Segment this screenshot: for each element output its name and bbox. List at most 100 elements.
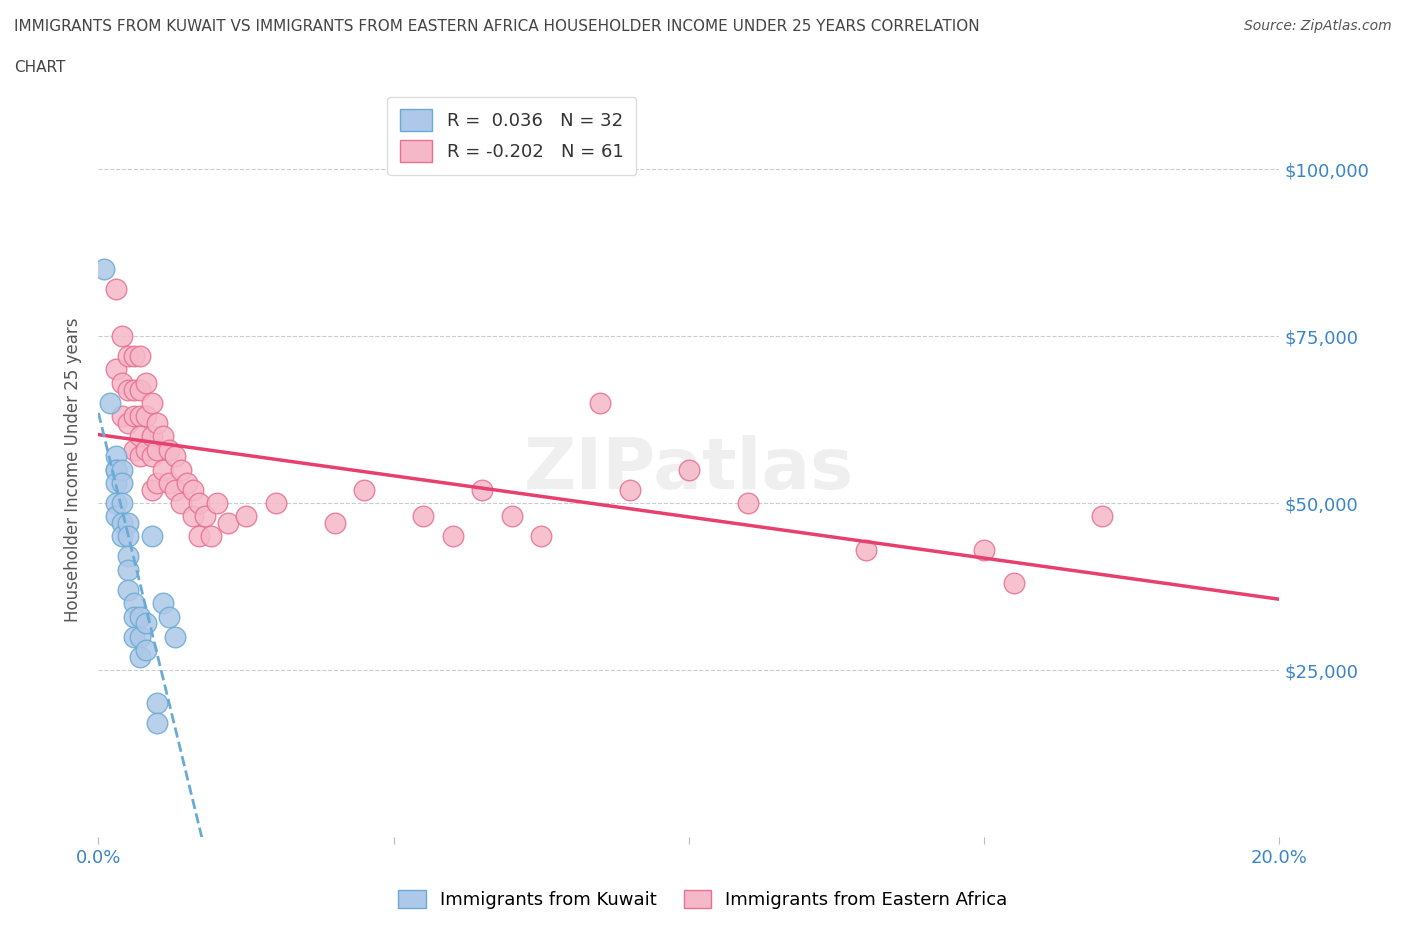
- Point: [128, 349, 150, 364]
- Point: [194, 509, 217, 524]
- Point: [128, 449, 150, 464]
- Point: [128, 409, 150, 424]
- Point: [105, 496, 128, 511]
- Point: [165, 449, 187, 464]
- Point: [135, 616, 157, 631]
- Point: [235, 509, 257, 524]
- Point: [165, 483, 187, 498]
- Point: [105, 462, 128, 477]
- Point: [619, 483, 641, 498]
- Point: [135, 376, 157, 391]
- Point: [111, 328, 134, 343]
- Point: [157, 442, 180, 457]
- Point: [141, 449, 163, 464]
- Text: CHART: CHART: [14, 60, 66, 75]
- Point: [412, 509, 434, 524]
- Point: [855, 542, 877, 557]
- Point: [105, 462, 128, 477]
- Point: [152, 462, 174, 477]
- Point: [170, 462, 193, 477]
- Point: [105, 282, 128, 297]
- Point: [117, 515, 139, 530]
- Point: [128, 382, 150, 397]
- Y-axis label: Householder Income Under 25 years: Householder Income Under 25 years: [65, 317, 83, 622]
- Point: [141, 483, 163, 498]
- Point: [105, 362, 128, 377]
- Text: IMMIGRANTS FROM KUWAIT VS IMMIGRANTS FROM EASTERN AFRICA HOUSEHOLDER INCOME UNDE: IMMIGRANTS FROM KUWAIT VS IMMIGRANTS FRO…: [14, 19, 980, 33]
- Point: [122, 409, 145, 424]
- Point: [117, 529, 139, 544]
- Point: [128, 429, 150, 444]
- Point: [152, 596, 174, 611]
- Point: [141, 395, 163, 410]
- Point: [98, 395, 121, 410]
- Point: [128, 609, 150, 624]
- Point: [152, 429, 174, 444]
- Point: [128, 649, 150, 664]
- Point: [146, 442, 169, 457]
- Point: [105, 509, 128, 524]
- Point: [117, 563, 139, 578]
- Point: [122, 609, 145, 624]
- Point: [205, 496, 228, 511]
- Point: [146, 416, 169, 431]
- Point: [135, 409, 157, 424]
- Legend: R =  0.036   N = 32, R = -0.202   N = 61: R = 0.036 N = 32, R = -0.202 N = 61: [387, 97, 637, 175]
- Point: [117, 582, 139, 597]
- Point: [187, 529, 209, 544]
- Point: [353, 483, 375, 498]
- Text: Source: ZipAtlas.com: Source: ZipAtlas.com: [1244, 19, 1392, 33]
- Point: [111, 409, 134, 424]
- Point: [170, 496, 193, 511]
- Point: [111, 462, 134, 477]
- Point: [264, 496, 287, 511]
- Point: [122, 442, 145, 457]
- Point: [135, 442, 157, 457]
- Point: [117, 416, 139, 431]
- Point: [135, 643, 157, 658]
- Point: [1091, 509, 1114, 524]
- Point: [128, 630, 150, 644]
- Point: [589, 395, 612, 410]
- Point: [105, 475, 128, 490]
- Point: [122, 349, 145, 364]
- Point: [111, 496, 134, 511]
- Point: [501, 509, 523, 524]
- Text: ZIPatlas: ZIPatlas: [524, 435, 853, 504]
- Point: [973, 542, 995, 557]
- Point: [471, 483, 494, 498]
- Point: [187, 496, 209, 511]
- Point: [200, 529, 222, 544]
- Point: [146, 696, 169, 711]
- Point: [111, 515, 134, 530]
- Point: [157, 475, 180, 490]
- Point: [678, 462, 700, 477]
- Point: [530, 529, 553, 544]
- Point: [122, 382, 145, 397]
- Point: [122, 596, 145, 611]
- Point: [111, 529, 134, 544]
- Point: [111, 475, 134, 490]
- Point: [117, 349, 139, 364]
- Point: [122, 630, 145, 644]
- Point: [181, 509, 204, 524]
- Point: [737, 496, 759, 511]
- Point: [441, 529, 464, 544]
- Point: [176, 475, 198, 490]
- Point: [165, 630, 187, 644]
- Point: [111, 376, 134, 391]
- Point: [181, 483, 204, 498]
- Point: [157, 609, 180, 624]
- Point: [117, 549, 139, 564]
- Point: [217, 515, 239, 530]
- Point: [323, 515, 346, 530]
- Point: [141, 529, 163, 544]
- Point: [141, 429, 163, 444]
- Point: [105, 449, 128, 464]
- Point: [146, 716, 169, 731]
- Legend: Immigrants from Kuwait, Immigrants from Eastern Africa: Immigrants from Kuwait, Immigrants from …: [391, 883, 1015, 916]
- Point: [1002, 576, 1025, 591]
- Point: [146, 475, 169, 490]
- Point: [117, 382, 139, 397]
- Point: [93, 262, 115, 277]
